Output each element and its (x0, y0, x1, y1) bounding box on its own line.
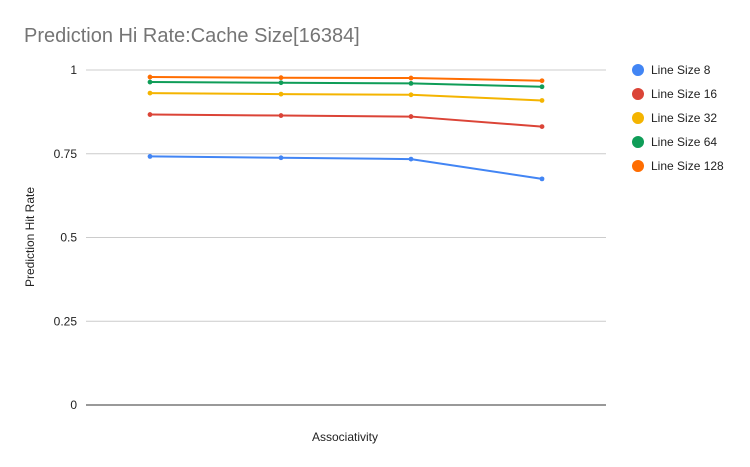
data-point (147, 90, 153, 96)
legend: Line Size 8 Line Size 16 Line Size 32 Line … (632, 63, 724, 173)
legend-label: Line Size 16 (651, 87, 717, 101)
data-point (278, 80, 284, 86)
data-point (147, 154, 153, 159)
series-line (149, 113, 543, 128)
y-tick-label: 1 (70, 63, 77, 77)
data-point (408, 114, 414, 119)
data-point (147, 112, 153, 117)
y-axis-ticks: 0 0.25 0.5 0.75 1 (54, 63, 78, 412)
data-point (539, 124, 545, 130)
legend-swatch (632, 112, 644, 124)
series-line (149, 92, 543, 102)
data-point (408, 81, 414, 86)
x-axis-label: Associativity (312, 430, 378, 444)
legend-swatch (632, 160, 644, 172)
data-point (278, 91, 284, 97)
legend-swatch (632, 64, 644, 76)
legend-label: Line Size 64 (651, 135, 717, 149)
y-tick-label: 0.75 (54, 147, 78, 161)
legend-label: Line Size 128 (651, 159, 724, 173)
legend-swatch (632, 136, 644, 148)
data-point (408, 92, 414, 98)
legend-swatch (632, 88, 644, 100)
data-point (147, 79, 153, 85)
data-point (278, 75, 284, 81)
data-point (408, 156, 414, 162)
y-axis-label: Prediction Hit Rate (23, 187, 37, 287)
data-point (408, 75, 414, 81)
data-point (147, 74, 153, 80)
legend-label: Line Size 8 (651, 63, 711, 77)
series-line (149, 81, 543, 88)
series-line (149, 76, 543, 82)
chart-title: Prediction Hi Rate:Cache Size[16384] (24, 25, 360, 47)
y-tick-label: 0 (70, 398, 77, 412)
y-tick-label: 0.25 (54, 314, 78, 328)
series-lines (147, 74, 545, 182)
data-point (278, 113, 284, 118)
data-point (539, 78, 545, 84)
y-tick-label: 0.5 (60, 231, 77, 245)
legend-label: Line Size 32 (651, 111, 717, 125)
data-point (539, 176, 545, 182)
data-point (278, 155, 284, 161)
data-point (539, 98, 545, 103)
series-line (149, 155, 543, 180)
grid-lines (86, 69, 606, 322)
data-point (539, 84, 545, 90)
